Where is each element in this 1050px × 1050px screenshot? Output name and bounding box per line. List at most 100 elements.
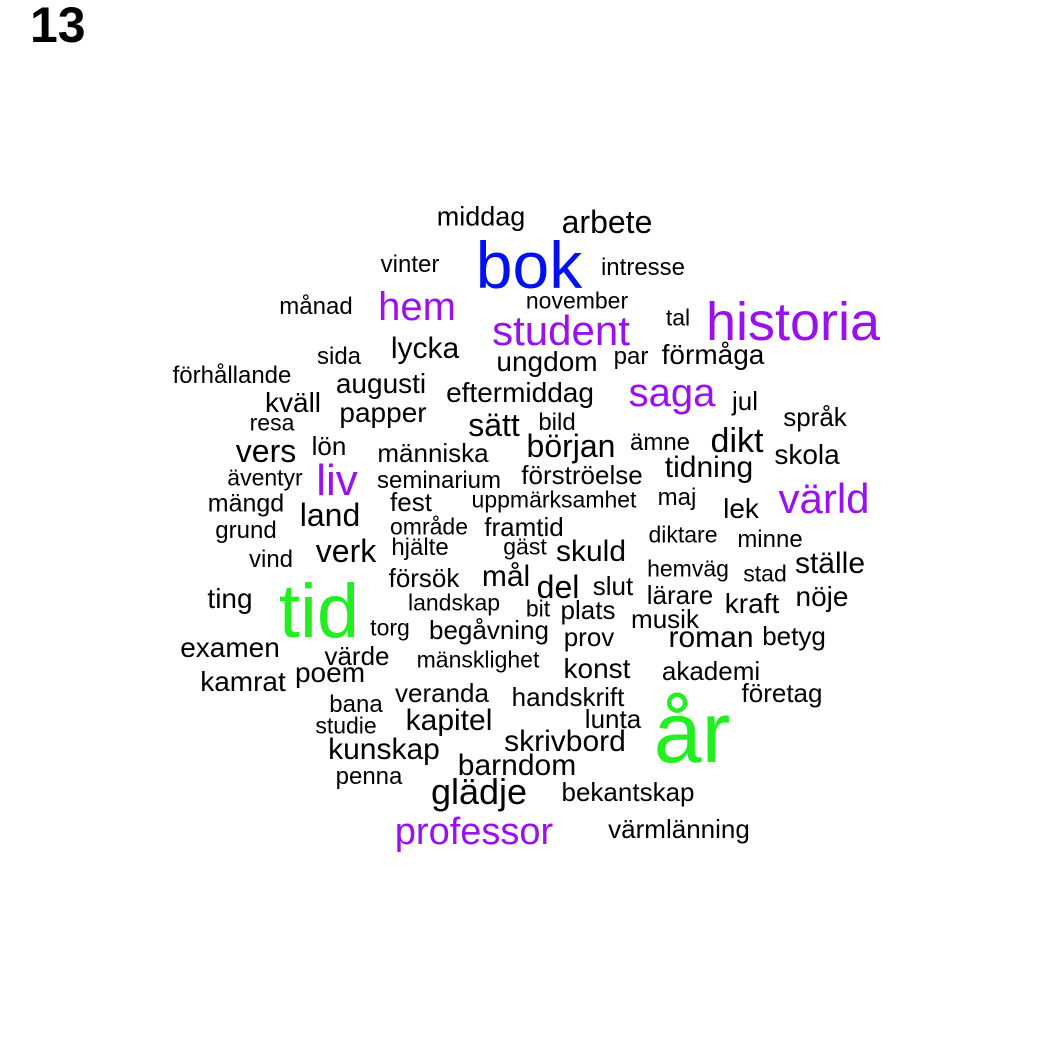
word-67: lärare — [646, 580, 714, 610]
word-91: studie — [315, 712, 377, 739]
word-95: skrivbord — [504, 725, 626, 758]
word-27: papper — [339, 397, 427, 428]
word-43: tidning — [664, 451, 754, 484]
word-20: ungdom — [496, 346, 598, 377]
word-7: saga — [628, 371, 716, 415]
word-47: maj — [657, 484, 697, 511]
word-78: roman — [668, 621, 754, 654]
word-54: minne — [737, 526, 803, 553]
word-70: bit — [525, 595, 551, 622]
word-4: student — [492, 307, 630, 354]
word-55: vind — [248, 546, 294, 573]
word-92: kapitel — [405, 704, 493, 737]
word-49: lek — [723, 493, 759, 524]
word-8: liv — [316, 456, 358, 505]
word-94: kunskap — [328, 733, 440, 766]
word-26: kväll — [264, 387, 322, 418]
word-18: lycka — [390, 332, 460, 365]
word-90: bana — [329, 691, 383, 718]
word-25: eftermiddag — [446, 377, 594, 408]
word-61: hemväg — [647, 555, 729, 582]
word-44: mängd — [207, 489, 285, 518]
word-60: ställe — [794, 547, 866, 580]
word-63: försök — [388, 563, 460, 593]
word-80: examen — [180, 632, 280, 663]
word-74: musik — [631, 604, 699, 634]
word-57: hjälte — [391, 534, 449, 561]
word-35: människa — [377, 438, 489, 468]
word-0: år — [653, 685, 731, 781]
panel-number: 13 — [30, 0, 86, 53]
word-13: intresse — [600, 254, 686, 281]
word-72: kraft — [724, 588, 780, 619]
word-82: mänsklighet — [416, 646, 540, 673]
word-19: sida — [316, 343, 362, 370]
word-66: slut — [592, 571, 634, 601]
word-11: glädje — [430, 771, 528, 812]
word-42: förströelse — [521, 460, 643, 490]
word-89: handskrift — [511, 682, 625, 712]
word-34: lön — [311, 431, 347, 461]
word-68: ting — [207, 583, 253, 614]
word-29: resa — [249, 409, 295, 436]
word-81: värde — [324, 641, 390, 671]
word-99: värmlänning — [608, 814, 750, 844]
word-71: plats — [560, 595, 616, 625]
word-16: månad — [279, 293, 353, 320]
word-83: konst — [563, 653, 631, 684]
word-96: barndom — [457, 749, 577, 782]
word-97: penna — [335, 763, 403, 790]
word-10: arbete — [561, 204, 653, 240]
word-36: början — [526, 428, 616, 464]
word-52: framtid — [484, 512, 564, 542]
word-28: jul — [731, 386, 759, 416]
word-17: tal — [665, 304, 691, 331]
word-86: poem — [294, 657, 366, 688]
word-40: äventyr — [227, 464, 303, 491]
word-21: par — [613, 343, 649, 370]
word-59: skuld — [555, 535, 627, 568]
word-64: mål — [481, 560, 531, 593]
word-77: prov — [563, 622, 615, 652]
word-53: diktare — [648, 521, 718, 548]
word-45: fest — [390, 487, 432, 517]
word-62: stad — [743, 560, 787, 587]
word-31: bild — [538, 409, 576, 436]
word-75: torg — [370, 614, 410, 641]
word-65: del — [536, 569, 580, 605]
word-22: förmåga — [661, 339, 765, 370]
word-51: område — [390, 513, 468, 540]
word-73: nöje — [795, 581, 849, 612]
word-93: lunta — [584, 704, 642, 734]
word-50: grund — [215, 517, 277, 544]
word-58: gäst — [503, 533, 547, 560]
word-1: tid — [278, 569, 360, 654]
word-79: betyg — [762, 621, 826, 651]
word-2: bok — [475, 228, 583, 302]
word-33: vers — [235, 433, 297, 469]
word-48: land — [299, 497, 361, 533]
word-24: augusti — [335, 368, 427, 399]
word-41: seminarium — [376, 467, 502, 494]
word-56: verk — [315, 533, 377, 569]
word-98: bekantskap — [561, 777, 695, 807]
word-46: uppmärksamhet — [471, 486, 637, 513]
word-84: akademi — [661, 656, 761, 686]
word-32: språk — [783, 402, 847, 432]
word-88: veranda — [395, 678, 489, 708]
word-69: landskap — [407, 589, 501, 616]
word-76: begåvning — [429, 615, 549, 645]
word-38: dikt — [710, 422, 764, 460]
word-85: kamrat — [200, 666, 286, 697]
word-12: middag — [436, 201, 526, 232]
word-5: värld — [778, 475, 870, 522]
word-15: november — [525, 287, 629, 314]
word-14: vinter — [380, 251, 440, 278]
word-23: förhållande — [172, 362, 292, 389]
word-39: skola — [774, 439, 840, 470]
word-87: företag — [741, 678, 823, 708]
word-9: professor — [394, 811, 554, 853]
word-6: hem — [378, 285, 456, 329]
word-37: ämne — [629, 429, 691, 456]
